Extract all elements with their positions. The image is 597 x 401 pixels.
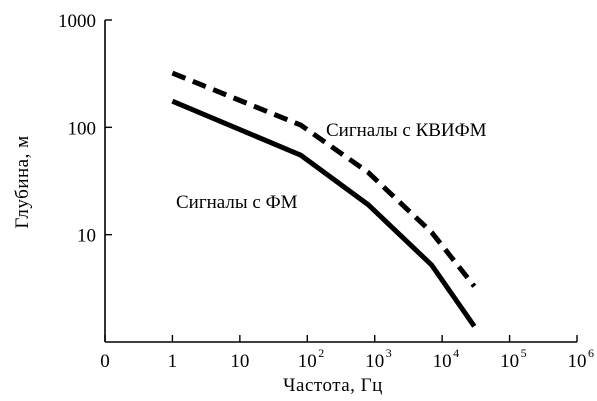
x-tick-label-exponent: 2 — [318, 346, 324, 360]
series-line-kvifm — [171, 70, 477, 288]
x-tick-label: 0 — [100, 351, 110, 372]
x-tick-label: 10 — [500, 351, 519, 372]
x-tick-label: 1 — [168, 351, 178, 372]
x-tick-label: 10 — [230, 351, 249, 372]
x-tick-label: 10 — [365, 351, 384, 372]
x-axis-title: Частота, Гц — [283, 375, 383, 396]
y-axis-title: Глубина, м — [12, 135, 33, 228]
x-tick-label-exponent: 5 — [521, 346, 527, 360]
y-tick-label: 1000 — [58, 11, 96, 32]
y-tick-label: 10 — [77, 226, 96, 247]
y-tick-label: 100 — [68, 118, 97, 139]
x-tick-label: 10 — [298, 351, 317, 372]
x-tick-label: 10 — [568, 351, 587, 372]
x-tick-label: 10 — [433, 351, 452, 372]
series-label-kvifm: Сигналы с КВИФМ — [326, 120, 487, 141]
x-tick-label-exponent: 6 — [588, 346, 594, 360]
x-tick-label-exponent: 3 — [386, 346, 392, 360]
series-label-fm: Сигналы с ФМ — [176, 192, 298, 213]
series-line-fm — [171, 98, 477, 328]
x-tick-label-exponent: 4 — [453, 346, 459, 360]
